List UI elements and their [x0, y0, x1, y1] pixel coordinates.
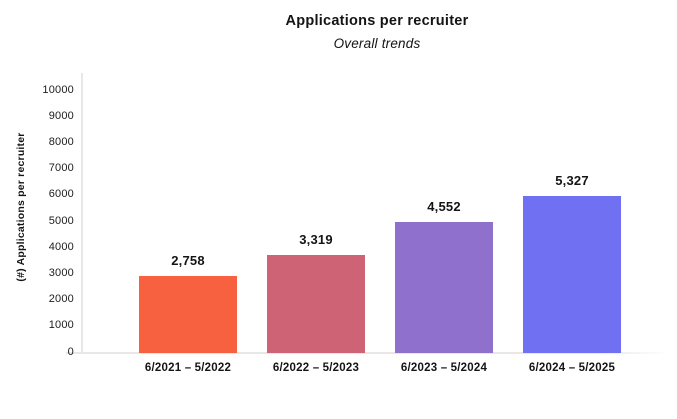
y-axis-label: (#) Applications per recruiter: [15, 132, 27, 282]
x-axis-category-label: 6/2022 – 5/2023: [272, 362, 360, 374]
y-axis-tick-label: 8000: [48, 135, 74, 148]
chart-title: Applications per recruiter: [285, 13, 469, 29]
y-axis-tick-label: 6000: [48, 188, 74, 201]
chart-subtitle: Overall trends: [333, 36, 421, 51]
y-axis-line: [81, 73, 83, 354]
bar: [139, 275, 237, 353]
y-axis-tick-label: 0: [67, 345, 74, 358]
y-axis-tick-label: 3000: [48, 266, 74, 279]
x-axis-category-label: 6/2023 – 5/2024: [400, 362, 488, 374]
bar: [267, 254, 365, 353]
x-axis-line: [66, 352, 670, 354]
x-axis-category-label: 6/2021 – 5/2022: [144, 362, 232, 374]
bar-value-label: 5,327: [555, 172, 589, 188]
y-axis-tick-label: 5000: [48, 214, 74, 227]
x-axis-category-label: 6/2024 – 5/2025: [528, 362, 616, 374]
bar: [395, 222, 493, 353]
y-axis-tick-label: 9000: [48, 109, 74, 122]
bar-value-label: 4,552: [427, 199, 461, 214]
y-axis-tick-label: 2000: [48, 293, 74, 306]
y-axis-tick-label: 7000: [48, 162, 74, 175]
bar-value-label: 2,758: [171, 252, 205, 268]
bar-value-label: 3,319: [299, 231, 333, 247]
y-axis-tick-label: 4000: [48, 240, 74, 253]
plot-area: 0 1000 2000 3000 4000 5000 6000 7000 8000 9000 100…: [42, 73, 672, 374]
y-axis-tick-label: 1000: [48, 319, 74, 332]
y-axis-tick-label: 10000: [42, 83, 74, 96]
bar: [523, 195, 621, 353]
